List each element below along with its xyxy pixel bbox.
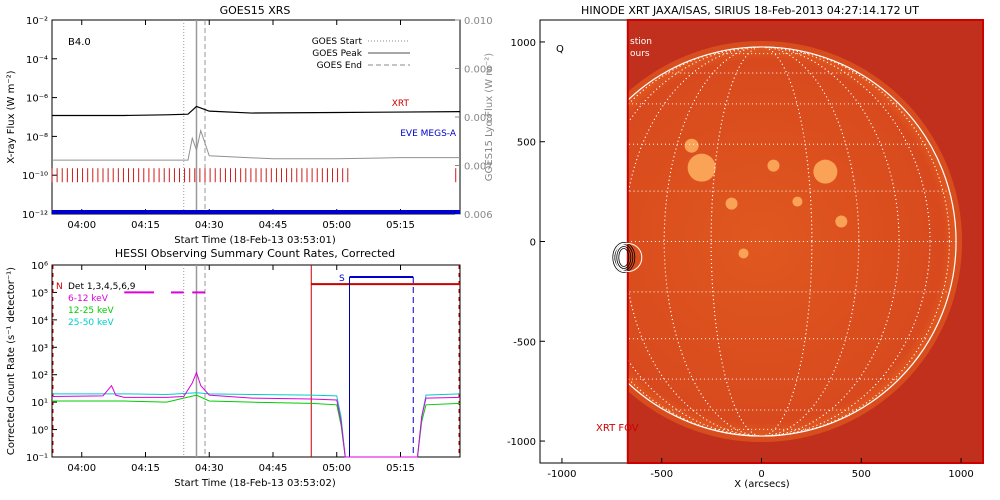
goes-short-line	[52, 128, 460, 161]
goes-xtick-label: 05:00	[322, 220, 351, 231]
xrt-active-region	[767, 159, 780, 172]
hessi-ytick-label: 10⁶	[31, 261, 48, 272]
hessi-legend-det: Det 1,3,4,5,6,9	[68, 282, 136, 292]
xrt-ytick-label: 1000	[511, 38, 536, 49]
xrt-flare-circle	[613, 242, 643, 272]
goes-ytick-label: 10⁻⁶	[26, 94, 48, 105]
goes-ytick-label: 10⁻⁴	[26, 55, 48, 66]
goes-ylabel: X-ray Flux (W m⁻²)	[6, 70, 17, 163]
goes-xrt-annotation: XRT	[392, 99, 410, 109]
hessi-xtick-label: 04:00	[67, 463, 96, 474]
xrt-legend-fragment-1: stion	[630, 37, 652, 47]
hessi-ytick-label: 10⁵	[31, 288, 48, 299]
xrt-title: HINODE XRT JAXA/ISAS, SIRIUS 18-Feb-2013…	[581, 4, 919, 17]
xrt-grid-longitude	[663, 46, 860, 437]
hessi-ytick-label: 10²	[31, 371, 48, 382]
xrt-panel: HINODE XRT JAXA/ISAS, SIRIUS 18-Feb-2013…	[507, 4, 985, 490]
hessi-ytick-label: 10³	[31, 343, 48, 354]
goes-ytick-label: 10⁻¹⁰	[22, 171, 48, 182]
goes-legend-start: GOES Start	[312, 37, 363, 47]
hessi-legend-6-12: 6-12 keV	[68, 294, 109, 304]
xrt-sun-disk	[627, 46, 957, 437]
xrt-active-region	[738, 248, 749, 259]
goes-marks: 04:00 04:15 04:30 04:45 05:00 05:15 10⁻¹² 10⁻¹⁰…	[22, 16, 493, 231]
goes-legend-end: GOES End	[317, 61, 362, 71]
hessi-title: HESSI Observing Summary Count Rates, Cor…	[115, 247, 395, 260]
xrt-xtick-label: 1000	[948, 469, 973, 480]
hessi-marks: 04:00 04:15 04:30 04:45 05:00 05:15 10⁻¹ 10⁰ 10¹…	[26, 261, 461, 474]
hessi-ytick-label: 10⁰	[31, 426, 48, 437]
goes-title: GOES15 XRS	[220, 4, 291, 17]
goes-class-label: B4.0	[68, 37, 91, 48]
hessi-12-25-line	[52, 394, 461, 458]
xrt-hessi-contour	[616, 246, 632, 269]
hessi-6-12-line	[51, 371, 461, 458]
xrt-active-region	[684, 138, 699, 153]
xrt-marks: -1000 -500 0 500 1000 -1000 -500 0 500 1000	[507, 19, 985, 480]
xrt-active-region	[725, 197, 738, 210]
goes-ytick-label: 10⁻²	[26, 16, 48, 27]
goes-legend: GOES Start GOES Peak GOES End	[312, 37, 410, 71]
goes-legend-peak: GOES Peak	[312, 49, 362, 59]
xrt-legend-fragment-2: ours	[630, 49, 650, 59]
xrt-hessi-contour	[612, 242, 636, 273]
goes-y2label: GOES15 Lyα Flux (W m⁻²)	[484, 53, 495, 181]
hessi-xtick-label: 04:15	[131, 463, 160, 474]
goes-y2tick-label: 0.006	[464, 210, 493, 221]
goes-y2tick-label: 0.010	[464, 16, 493, 27]
xrt-ytick-label: 500	[517, 138, 536, 149]
xrt-ytick-label: -500	[513, 337, 536, 348]
hessi-night-marker: N	[56, 282, 63, 292]
goes-xtick-label: 04:30	[195, 220, 224, 231]
goes-y2tick-label: 0.009	[464, 65, 493, 76]
goes-panel: GOES15 XRS 04:00 04:15 04:30 04:45 05:00 05:1…	[6, 4, 495, 246]
goes-eve-annotation: EVE MEGS-A	[400, 129, 457, 139]
xrt-xtick-label: -500	[650, 469, 673, 480]
hessi-ytick-label: 10¹	[31, 398, 48, 409]
goes-xtick-label: 04:00	[67, 220, 96, 231]
hessi-panel: HESSI Observing Summary Count Rates, Cor…	[6, 247, 461, 489]
xrt-fov-boundary	[626, 19, 985, 464]
xrt-active-region	[687, 153, 716, 182]
goes-xtick-label: 04:15	[131, 220, 160, 231]
goes-xtick-label: 05:15	[386, 220, 415, 231]
xrt-hessi-contour	[618, 248, 630, 267]
goes-y2tick-label: 0.007	[464, 162, 493, 173]
goes-ytick-label: 10⁻¹²	[22, 210, 48, 221]
goes-plot-frame	[51, 19, 461, 215]
xrt-xlabel: X (arcsecs)	[734, 479, 790, 490]
hessi-legend-12-25: 12-25 keV	[68, 306, 114, 316]
hessi-ytick-label: 10⁻¹	[26, 453, 48, 464]
goes-xtick-label: 04:45	[259, 220, 288, 231]
goes-y2tick-label: 0.008	[464, 113, 493, 124]
xrt-xtick-label: 0	[758, 469, 764, 480]
xrt-sun-group	[627, 40, 963, 443]
xrt-active-region	[835, 215, 848, 228]
xrt-limb	[627, 46, 957, 437]
hessi-xtick-label: 04:30	[195, 463, 224, 474]
hessi-legend-25-50: 25-50 keV	[68, 318, 114, 328]
xrt-ytick-label: 0	[530, 238, 536, 249]
hessi-saa-marker: S	[339, 274, 345, 284]
goes-long-line	[52, 105, 461, 117]
xrt-active-region	[792, 196, 803, 207]
hessi-xtick-label: 04:45	[259, 463, 288, 474]
hessi-ytick-label: 10⁴	[31, 316, 48, 327]
xrt-active-region	[813, 159, 838, 184]
hessi-plot-frame	[51, 264, 461, 458]
xrt-xtick-label: 500	[852, 469, 871, 480]
hessi-xtick-label: 05:15	[386, 463, 415, 474]
xrt-q-marker: Q	[556, 44, 564, 55]
xrt-fov-label: XRT FOV	[596, 423, 639, 434]
hessi-legend: N Det 1,3,4,5,6,9 6-12 keV 12-25 keV 25-…	[56, 274, 345, 328]
hessi-ylabel: Corrected Count Rate (s⁻¹ detector⁻¹)	[6, 267, 17, 455]
hessi-xtick-label: 05:00	[322, 463, 351, 474]
goes-xlabel: Start Time (18-Feb-13 03:53:01)	[174, 235, 336, 246]
xrt-xtick-label: -1000	[547, 469, 576, 480]
hessi-xlabel: Start Time (18-Feb-13 03:53:02)	[174, 478, 336, 489]
xrt-ytick-label: -1000	[507, 437, 536, 448]
goes-ytick-label: 10⁻⁸	[26, 132, 48, 143]
